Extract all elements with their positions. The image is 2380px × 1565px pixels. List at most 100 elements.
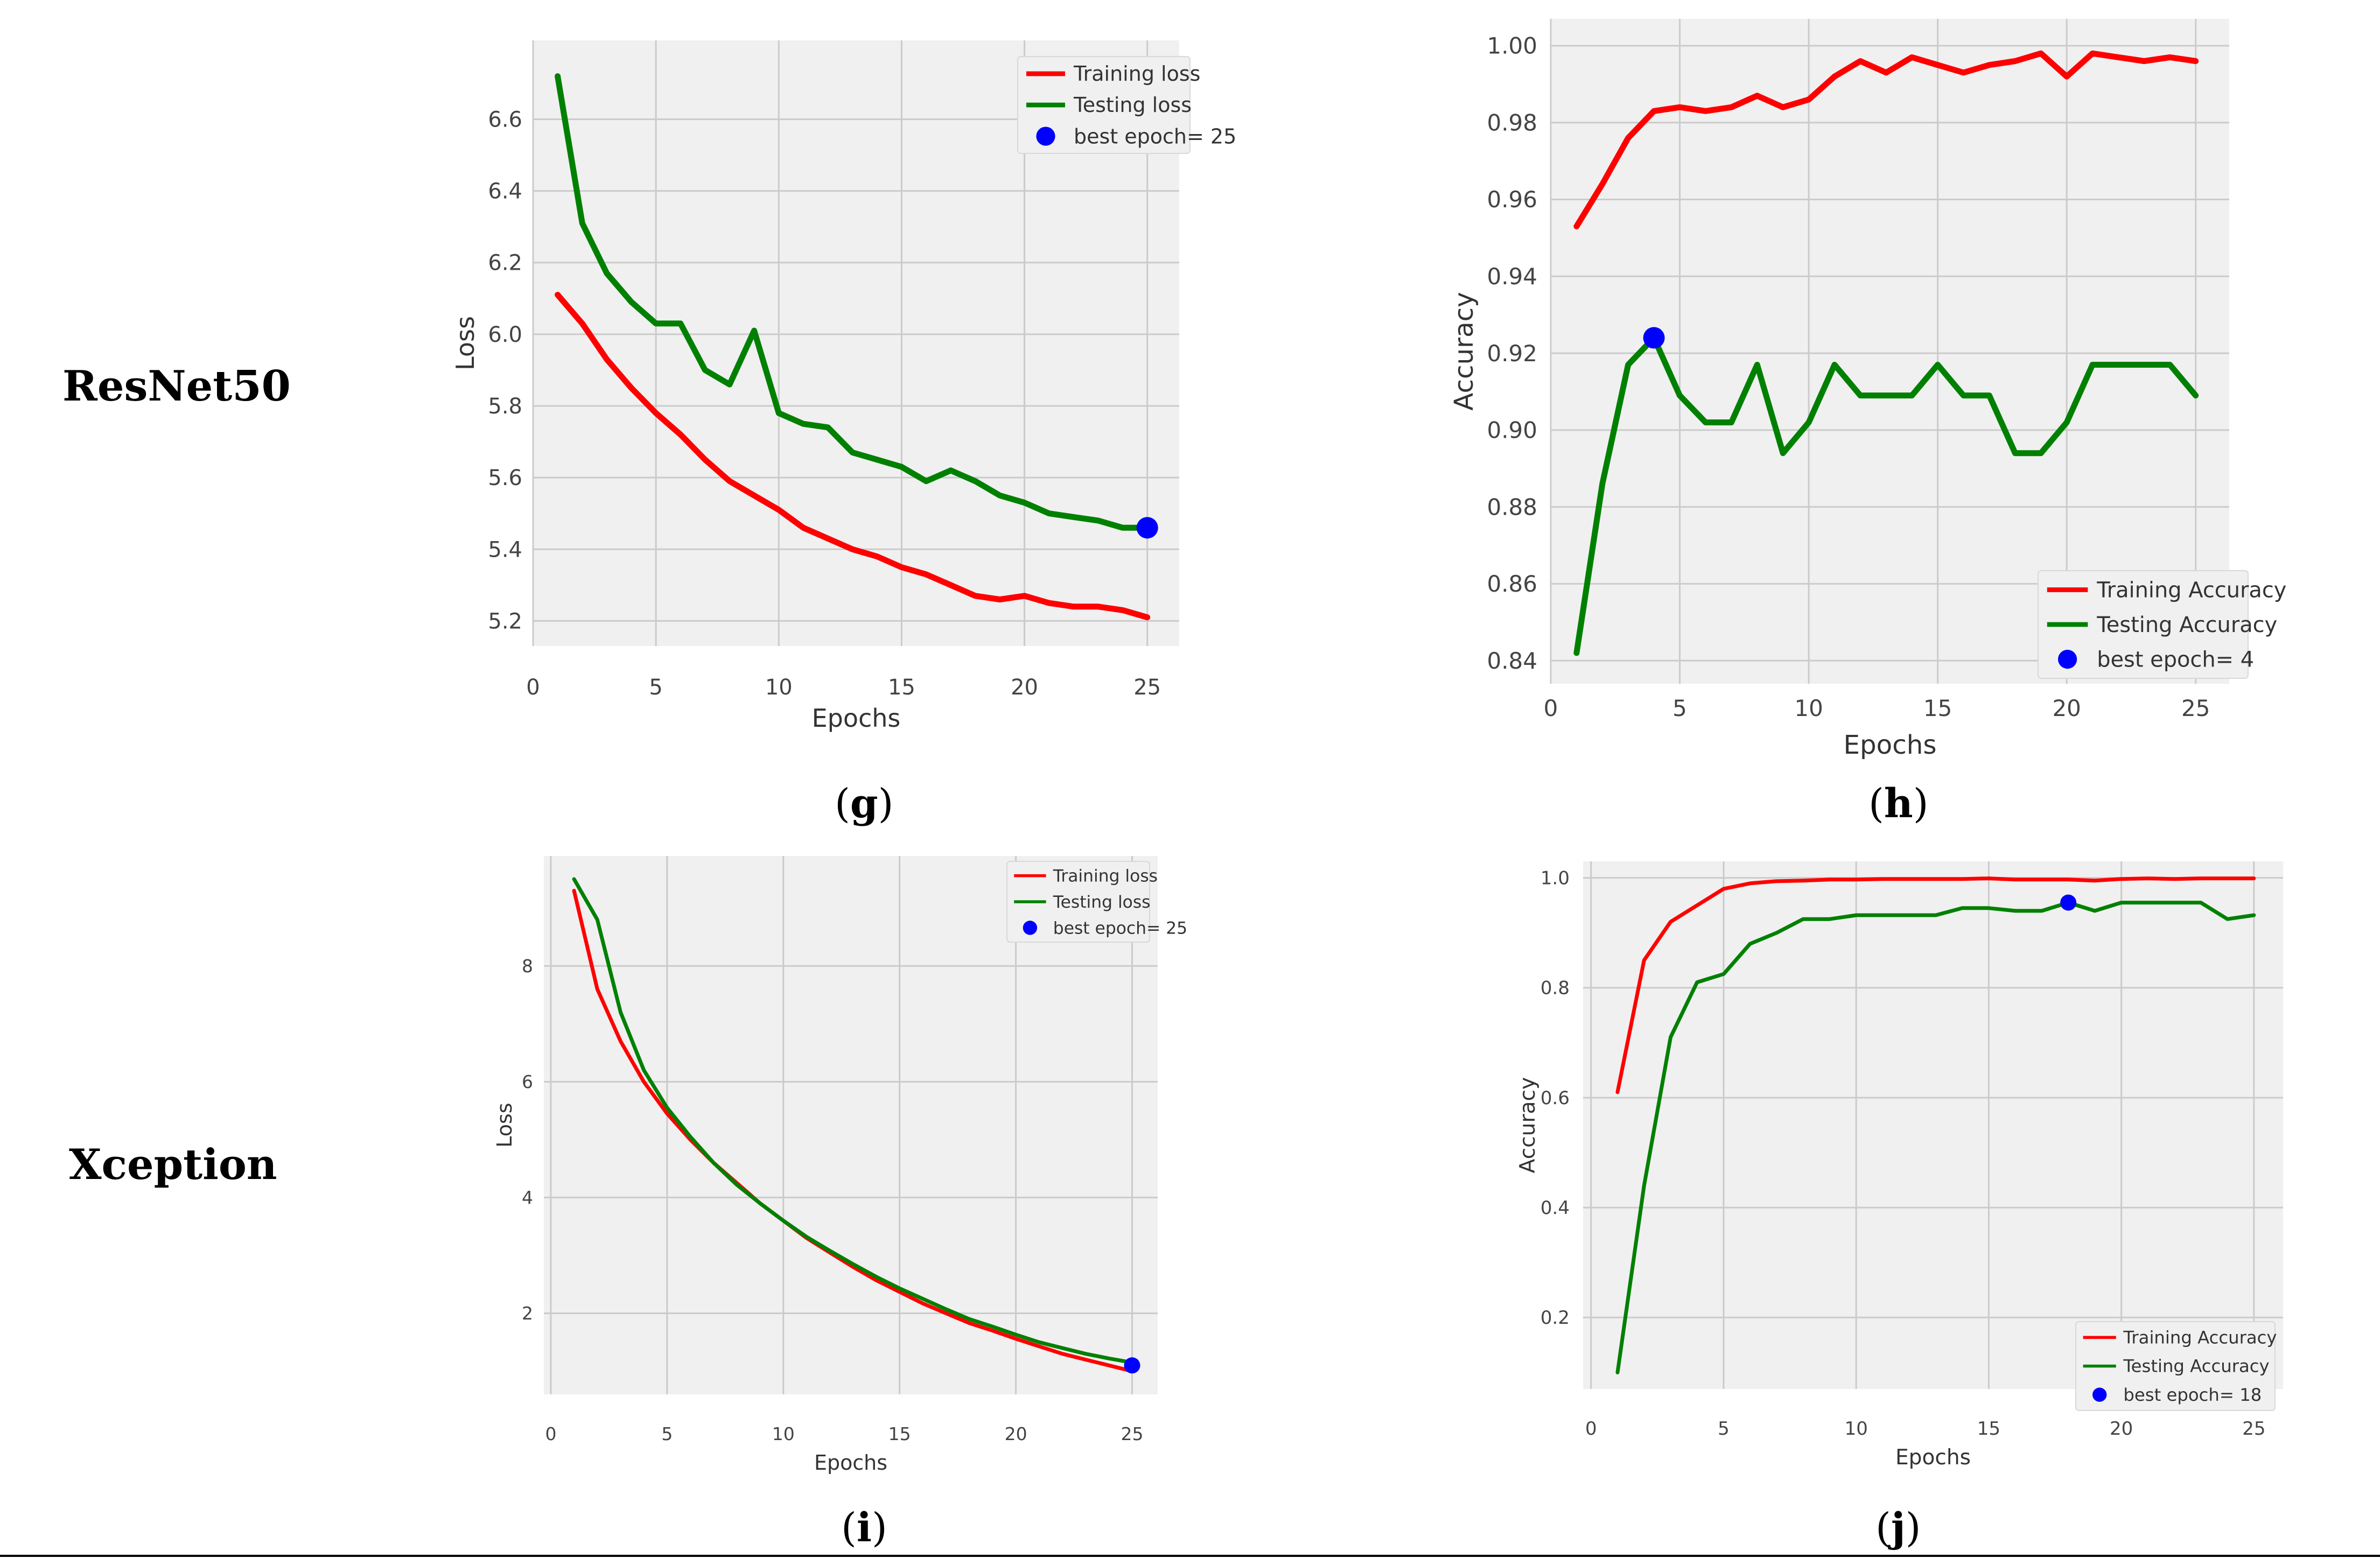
testing-series-line — [572, 877, 1134, 1365]
x-axis-label: Epochs — [1843, 730, 1936, 760]
panel-letter-i: i — [856, 1505, 872, 1551]
y-tick-label: 0.90 — [1487, 417, 1537, 444]
x-tick-label: 10 — [772, 1423, 795, 1444]
plot-area — [544, 856, 1158, 1394]
y-tick-label: 0.8 — [1541, 978, 1570, 999]
y-tick-label: 6.6 — [488, 107, 522, 132]
training-series-line — [1573, 50, 2199, 229]
training-series-line — [1615, 876, 2256, 1094]
row-label-xception: Xception — [69, 1140, 277, 1189]
x-tick-label: 15 — [1977, 1418, 2000, 1440]
x-tick-label: 20 — [1011, 675, 1038, 700]
legend-label: Testing loss — [1053, 893, 1151, 912]
panel-letter-j: j — [1891, 1505, 1906, 1551]
x-tick-label: 5 — [1718, 1418, 1730, 1440]
y-tick-label: 1.00 — [1487, 33, 1537, 59]
y-axis-label: Loss — [452, 316, 480, 370]
y-tick-label: 0.94 — [1487, 263, 1537, 290]
legend-swatch-dot — [2092, 1387, 2107, 1402]
chart-h-resnet50-accuracy: 0 5 10 15 20 25 0.84 0.86 0.88 0.90 0.92 0.94 0.96 0.… — [1449, 19, 2286, 760]
training-series-line — [555, 292, 1151, 621]
legend-swatch-dot — [1036, 127, 1055, 146]
chart-i-xception-loss: 0 5 10 15 20 25 2 4 6 8 Epochs Loss Training loss Tes… — [493, 856, 1187, 1475]
best-epoch-marker — [2060, 894, 2077, 911]
y-tick-label: 0.6 — [1541, 1087, 1570, 1109]
x-tick-label: 15 — [1923, 695, 1952, 721]
panel-letter-h: h — [1884, 781, 1913, 827]
x-tick-label: 5 — [649, 675, 662, 700]
x-tick-label: 10 — [765, 675, 793, 700]
y-axis-label: Accuracy — [1516, 1077, 1540, 1173]
panel-label-h: (h) — [1868, 781, 1929, 827]
legend-swatch-dot — [1023, 921, 1038, 935]
x-tick-label: 25 — [1133, 675, 1161, 700]
x-tick-label: 0 — [545, 1423, 556, 1444]
y-tick-label: 2 — [522, 1303, 533, 1324]
y-tick-label: 5.6 — [488, 466, 522, 490]
legend-box — [1017, 56, 1191, 154]
y-tick-label: 0.4 — [1541, 1197, 1570, 1219]
x-axis-label: Epochs — [812, 704, 901, 732]
x-tick-label: 10 — [1845, 1418, 1868, 1440]
y-tick-label: 6 — [522, 1071, 533, 1092]
y-tick-label: 5.8 — [488, 394, 522, 419]
x-tick-label: 20 — [2052, 695, 2081, 721]
x-tick-label: 0 — [526, 675, 540, 700]
y-tick-label: 0.86 — [1487, 571, 1537, 597]
legend-label: best epoch= 25 — [1074, 124, 1236, 148]
best-epoch-marker — [1643, 327, 1665, 349]
y-axis-label: Accuracy — [1449, 292, 1479, 411]
panel-label-i: (i) — [841, 1505, 887, 1551]
y-tick-label: 4 — [522, 1187, 533, 1208]
testing-series-line — [1615, 901, 2256, 1374]
x-tick-label: 10 — [1794, 695, 1823, 721]
best-epoch-marker — [1136, 517, 1158, 539]
row-label-resnet50: ResNet50 — [62, 362, 291, 411]
x-tick-label: 0 — [1544, 695, 1558, 721]
legend-label: Training Accuracy — [2096, 578, 2286, 602]
chart-j-xception-accuracy: 0 5 10 15 20 25 0.2 0.4 0.6 0.8 1.0 Epochs Accuracy T… — [1516, 861, 2283, 1470]
legend-label: best epoch= 18 — [2123, 1385, 2262, 1405]
y-tick-label: 5.2 — [488, 609, 522, 634]
training-series-line — [572, 889, 1134, 1373]
y-axis-label: Loss — [493, 1103, 516, 1147]
x-tick-label: 25 — [2181, 695, 2210, 721]
legend-box — [2038, 570, 2249, 679]
y-tick-label: 0.2 — [1541, 1307, 1570, 1329]
x-tick-label: 5 — [661, 1423, 673, 1444]
y-tick-label: 6.0 — [488, 322, 522, 347]
x-tick-label: 25 — [1121, 1423, 1144, 1444]
y-tick-label: 5.4 — [488, 537, 522, 562]
x-tick-label: 0 — [1585, 1418, 1597, 1440]
x-tick-label: 5 — [1672, 695, 1687, 721]
legend-swatch-dot — [2058, 649, 2077, 669]
chart-g-resnet50-loss: 0 5 10 15 20 25 5.2 5.4 5.6 5.8 6.0 6.2 6.4 6.6 Epochs… — [452, 40, 1236, 732]
x-tick-label: 20 — [1005, 1423, 1027, 1444]
x-tick-label: 15 — [888, 675, 915, 700]
panel-label-g: (g) — [835, 781, 894, 827]
plot-area — [1583, 861, 2283, 1389]
y-tick-label: 8 — [522, 956, 533, 977]
y-tick-label: 0.96 — [1487, 186, 1537, 213]
legend-label: Testing Accuracy — [2123, 1356, 2269, 1377]
legend-label: Testing Accuracy — [2096, 613, 2277, 637]
best-epoch-marker — [1124, 1357, 1140, 1374]
bottom-rule — [0, 1555, 2380, 1557]
x-axis-label: Epochs — [814, 1451, 887, 1475]
legend-label: best epoch= 25 — [1053, 918, 1187, 938]
y-tick-label: 0.88 — [1487, 494, 1537, 520]
legend-label: Training Accuracy — [2123, 1327, 2277, 1348]
x-axis-label: Epochs — [1895, 1445, 1971, 1470]
panel-letter-g: g — [850, 781, 878, 827]
legend-label: Training loss — [1073, 62, 1200, 86]
testing-series-line — [1573, 335, 2199, 656]
legend-box — [1006, 861, 1150, 943]
legend-label: Training loss — [1053, 867, 1158, 886]
y-tick-label: 1.0 — [1541, 868, 1570, 889]
x-tick-label: 20 — [2110, 1418, 2133, 1440]
y-tick-label: 6.4 — [488, 179, 522, 204]
y-tick-label: 0.84 — [1487, 648, 1537, 674]
legend-label: best epoch= 4 — [2097, 647, 2254, 672]
legend-label: Testing loss — [1073, 93, 1192, 117]
legend-box — [2075, 1321, 2276, 1411]
